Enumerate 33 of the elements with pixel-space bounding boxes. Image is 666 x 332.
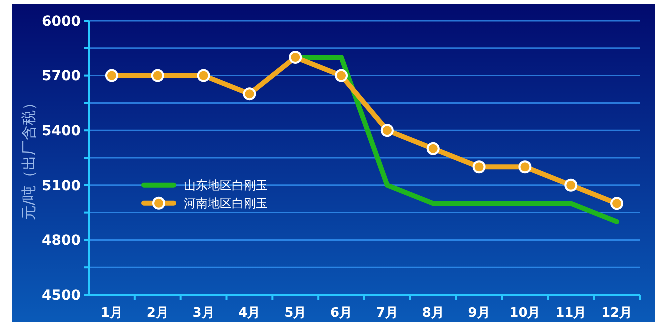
x-tick-label: 1月 bbox=[100, 306, 123, 321]
point bbox=[289, 51, 302, 64]
point bbox=[472, 160, 486, 174]
legend-label: 山东地区白刚玉 bbox=[184, 178, 268, 193]
point bbox=[518, 160, 532, 174]
y-tick-label: 5100 bbox=[42, 178, 82, 194]
y-axis-title: 元/吨（出厂含税） bbox=[20, 95, 38, 221]
y-tick-label: 5700 bbox=[42, 68, 82, 85]
point bbox=[610, 197, 624, 210]
point bbox=[335, 69, 348, 82]
x-tick-label: 10月 bbox=[510, 306, 541, 321]
point bbox=[105, 69, 118, 82]
point bbox=[564, 178, 578, 192]
point bbox=[243, 88, 256, 101]
x-tick-label: 6月 bbox=[330, 306, 353, 321]
point bbox=[380, 124, 394, 138]
point bbox=[151, 69, 164, 82]
y-tick-label: 6000 bbox=[42, 14, 82, 30]
x-tick-label: 8月 bbox=[422, 306, 444, 321]
x-tick-label: 9月 bbox=[468, 306, 490, 321]
point bbox=[197, 69, 210, 82]
legend-label: 河南地区白刚玉 bbox=[184, 196, 268, 211]
x-tick-label: 5月 bbox=[284, 306, 307, 321]
x-tick-label: 11月 bbox=[556, 306, 587, 321]
y-tick-label: 4500 bbox=[42, 288, 82, 304]
x-tick-label: 12月 bbox=[601, 306, 633, 321]
x-tick-label: 2月 bbox=[146, 306, 169, 321]
x-tick-label: 4月 bbox=[238, 306, 261, 321]
point bbox=[426, 142, 440, 156]
x-tick-label: 7月 bbox=[376, 306, 398, 321]
x-tick-label: 3月 bbox=[192, 306, 215, 321]
y-tick-label: 4800 bbox=[42, 233, 82, 250]
y-tick-label: 5400 bbox=[42, 124, 82, 140]
